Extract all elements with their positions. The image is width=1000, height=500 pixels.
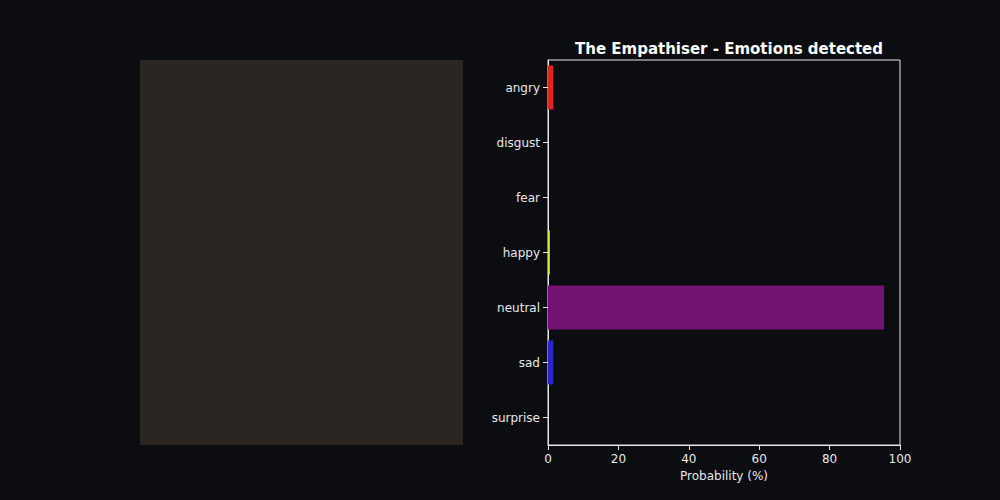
svg-text:neutral: neutral	[497, 301, 540, 315]
svg-text:40: 40	[681, 452, 696, 466]
svg-text:60: 60	[752, 452, 767, 466]
svg-text:0: 0	[544, 452, 552, 466]
svg-text:20: 20	[611, 452, 626, 466]
svg-text:Probability (%): Probability (%)	[680, 469, 768, 483]
svg-text:disgust: disgust	[497, 136, 541, 150]
svg-text:happy: happy	[503, 246, 540, 260]
svg-text:surprise: surprise	[492, 411, 540, 425]
svg-text:angry: angry	[505, 81, 540, 95]
svg-text:sad: sad	[519, 356, 540, 370]
svg-text:100: 100	[889, 452, 912, 466]
svg-text:80: 80	[822, 452, 837, 466]
svg-text:fear: fear	[516, 191, 540, 205]
svg-text:The Empathiser - Emotions dete: The Empathiser - Emotions detected	[575, 40, 883, 58]
